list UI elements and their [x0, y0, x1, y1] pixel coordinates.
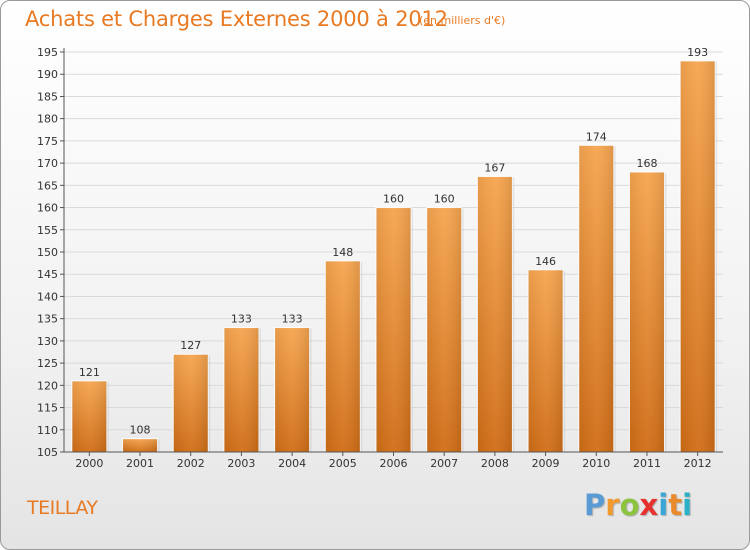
data-label: 108	[130, 424, 151, 437]
x-tick-label: 2010	[582, 457, 610, 470]
x-tick-label: 2011	[633, 457, 661, 470]
y-tick-label: 145	[37, 268, 58, 281]
x-tick-label: 2002	[177, 457, 205, 470]
x-tick-label: 2003	[227, 457, 255, 470]
bar-2005: 148	[324, 246, 363, 453]
x-tick-label: 2001	[126, 457, 154, 470]
data-label: 127	[180, 339, 201, 352]
bar-2000: 121	[71, 366, 109, 453]
x-tick-label: 2000	[75, 457, 103, 470]
bar-2003: 133	[223, 313, 261, 453]
bar-highlight	[325, 260, 361, 452]
x-tick-label: 2006	[380, 457, 408, 470]
logo-letter: o	[619, 488, 640, 522]
y-tick-label: 150	[37, 246, 58, 259]
data-label: 193	[687, 46, 708, 59]
logo-letter: P	[584, 488, 606, 522]
y-tick-label: 120	[37, 379, 58, 392]
bar-highlight	[426, 207, 462, 452]
y-tick-label: 185	[37, 90, 58, 103]
chart-subtitle: (en milliers d'€)	[419, 14, 506, 27]
bar-highlight	[376, 207, 411, 452]
y-tick-label: 115	[37, 402, 58, 415]
y-tick-label: 140	[37, 290, 58, 303]
data-label: 148	[332, 246, 353, 259]
data-label: 121	[79, 366, 100, 379]
bar-highlight	[477, 176, 513, 452]
bar-highlight	[274, 327, 310, 452]
bar-highlight	[173, 354, 209, 452]
chart-title: Achats et Charges Externes 2000 à 2012	[25, 7, 448, 31]
y-tick-label: 105	[37, 446, 58, 459]
logo-letter: r	[605, 488, 620, 522]
x-tick-label: 2009	[532, 457, 560, 470]
y-tick-label: 110	[37, 424, 58, 437]
bar-2002: 127	[172, 339, 211, 453]
y-tick-label: 125	[37, 357, 58, 370]
bar-2008: 167	[476, 161, 515, 453]
y-tick-label: 160	[37, 202, 58, 215]
data-label: 167	[484, 161, 505, 174]
data-label: 133	[231, 313, 252, 326]
y-tick-label: 190	[37, 68, 58, 81]
bar-2006: 160	[375, 193, 413, 453]
bar-highlight	[629, 172, 665, 452]
bar-highlight	[122, 438, 158, 452]
x-tick-label: 2008	[481, 457, 509, 470]
data-label: 160	[383, 193, 404, 206]
bar-2011: 168	[628, 157, 667, 453]
bar-2010: 174	[578, 130, 616, 453]
data-label: 174	[586, 130, 607, 143]
y-tick-label: 155	[37, 224, 58, 237]
logo-letter: i	[658, 488, 669, 522]
bar-highlight	[528, 269, 564, 452]
bar-highlight	[578, 145, 614, 453]
bar-2001: 108	[122, 424, 160, 453]
y-tick-label: 175	[37, 135, 58, 148]
x-tick-label: 2007	[430, 457, 458, 470]
y-tick-label: 195	[37, 46, 58, 59]
data-label: 133	[282, 313, 303, 326]
bar-2007: 160	[426, 193, 464, 453]
x-tick-label: 2012	[684, 457, 712, 470]
y-tick-label: 170	[37, 157, 58, 170]
bar-highlight	[680, 60, 716, 453]
x-tick-label: 2005	[329, 457, 357, 470]
bar-highlight	[223, 327, 259, 452]
bar-2004: 133	[274, 313, 312, 453]
y-tick-label: 165	[37, 179, 58, 192]
data-label: 146	[535, 255, 556, 268]
data-label: 168	[636, 157, 657, 170]
data-label: 160	[434, 193, 455, 206]
y-tick-label: 180	[37, 113, 58, 126]
y-tick-label: 135	[37, 313, 58, 326]
bar-2012: 193	[679, 46, 718, 453]
logo-letter: t	[668, 488, 683, 522]
logo-letter: i	[682, 488, 693, 522]
proxiti-logo: Proxiti	[584, 488, 692, 522]
bar-2009: 146	[527, 255, 566, 453]
bar-highlight	[71, 380, 107, 452]
x-tick-label: 2004	[278, 457, 306, 470]
commune-name: TEILLAY	[27, 497, 98, 519]
logo-letter: x	[639, 488, 659, 522]
y-tick-label: 130	[37, 335, 58, 348]
